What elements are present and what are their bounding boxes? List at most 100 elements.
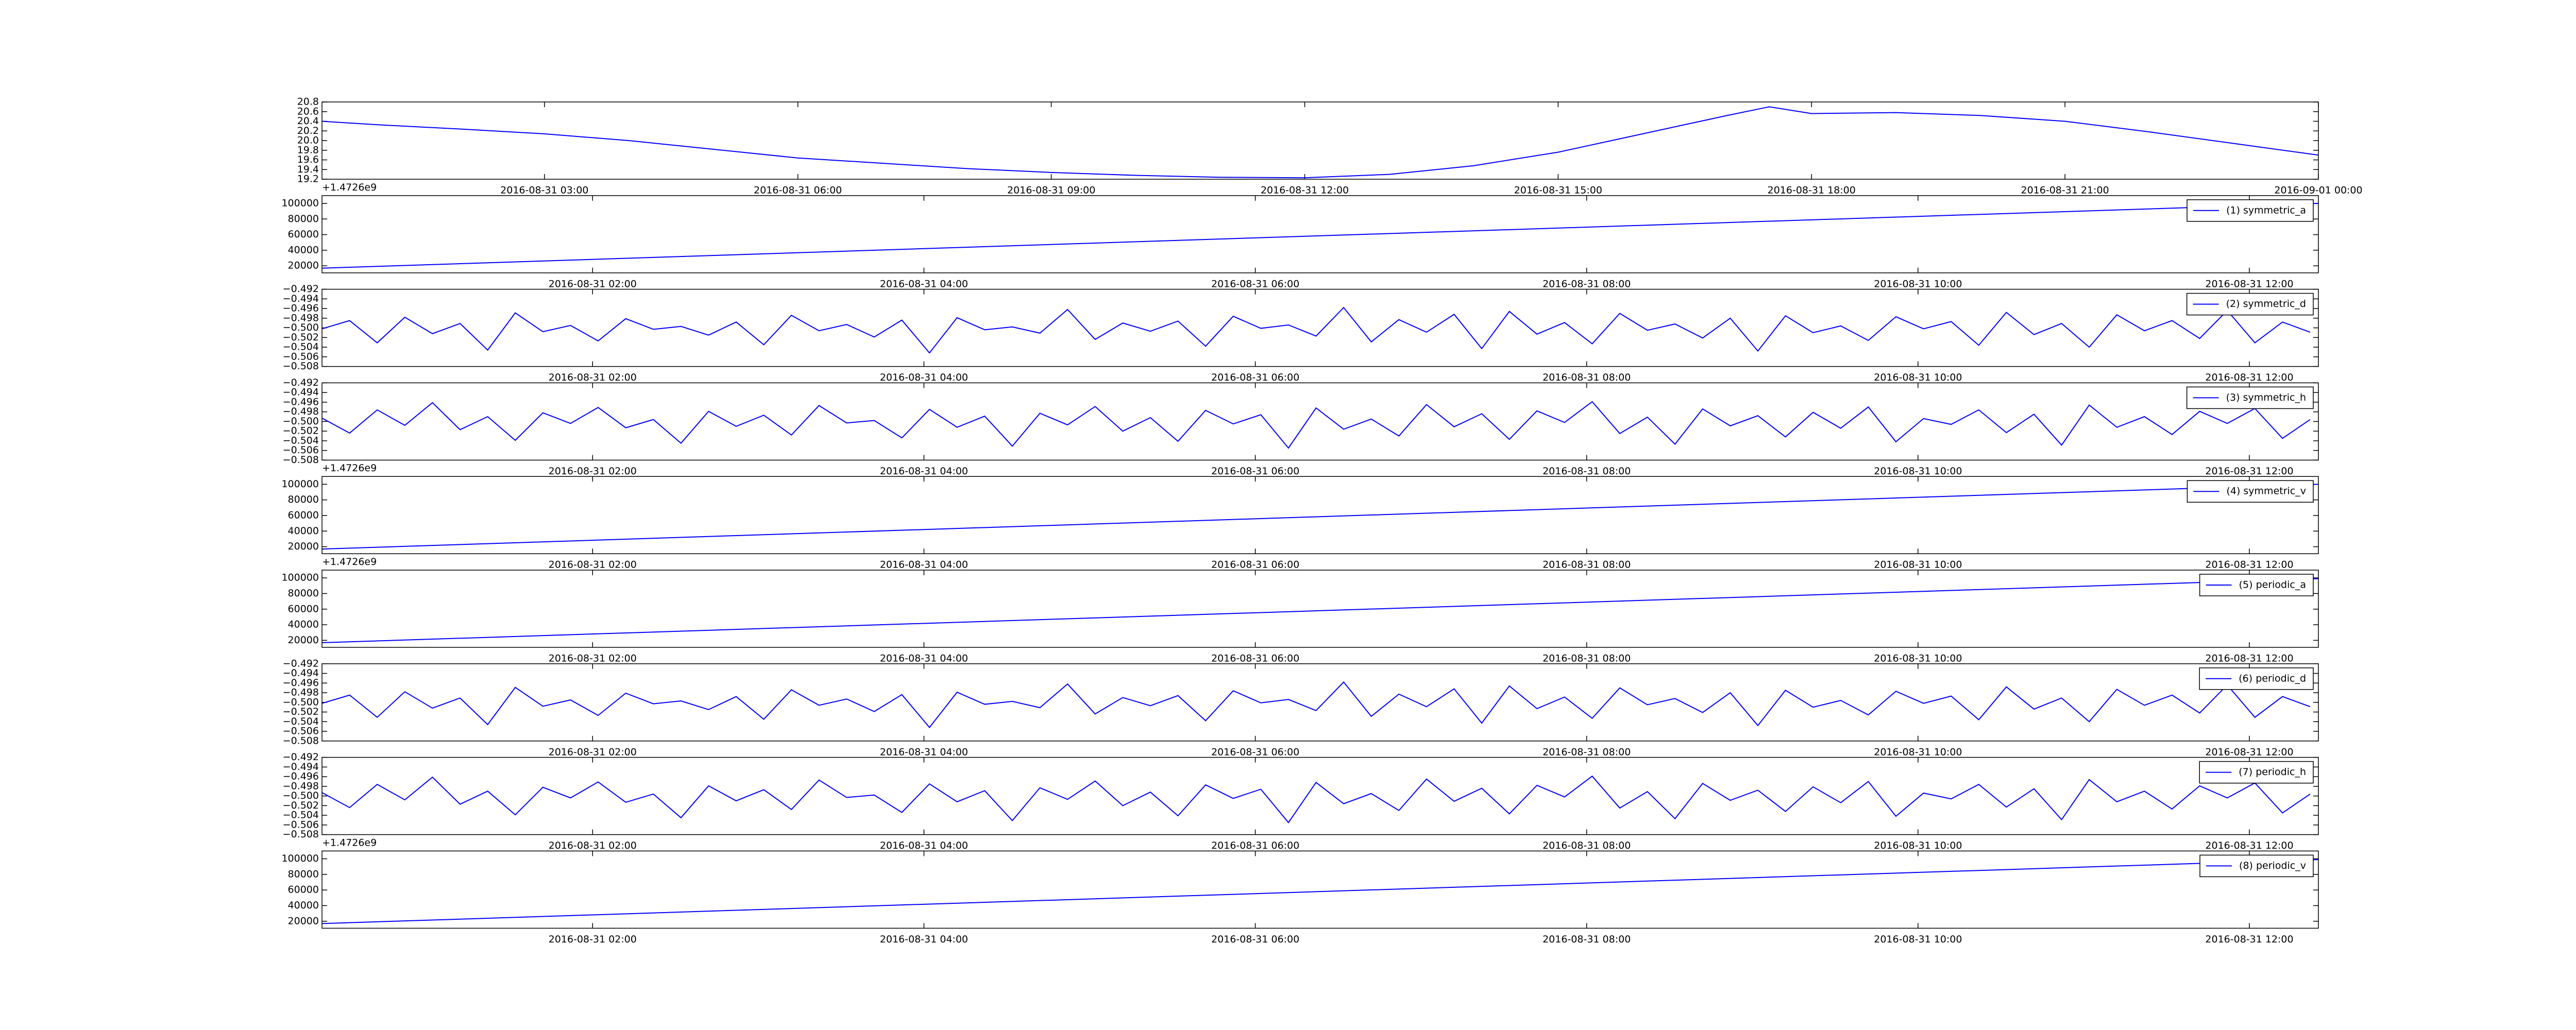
y-tick-label: −0.496: [283, 677, 319, 689]
y-tick-label: 20.6: [297, 106, 319, 117]
y-tick-label: −0.502: [283, 425, 319, 437]
y-tick-label: −0.492: [283, 283, 319, 295]
y-tick-label: 40000: [288, 619, 319, 630]
x-tick-label: 2016-08-31 02:00: [549, 840, 637, 851]
y-tick-label: 60000: [288, 603, 319, 614]
x-tick-label: 2016-08-31 10:00: [1874, 278, 1962, 289]
x-tick-label: 2016-08-31 02:00: [549, 466, 637, 477]
x-tick-label: 2016-08-31 10:00: [1874, 840, 1962, 851]
y-tick-label: −0.496: [283, 771, 319, 782]
y-tick-label: −0.492: [283, 658, 319, 669]
data-line: [322, 859, 2318, 924]
x-tick-label: 2016-08-31 06:00: [1211, 372, 1299, 383]
y-tick-label: 19.6: [297, 154, 319, 165]
y-tick-label: −0.504: [283, 435, 319, 446]
x-tick-label: 2016-08-31 08:00: [1543, 840, 1631, 851]
y-tick-label: 40000: [288, 525, 319, 537]
y-tick-label: −0.496: [283, 303, 319, 314]
legend-box: [2199, 761, 2314, 784]
y-tick-label: 40000: [288, 244, 319, 255]
legend-label: (1) symmetric_a: [2226, 204, 2306, 216]
y-tick-label: −0.508: [283, 735, 319, 746]
x-tick-label: 2016-08-31 04:00: [880, 278, 968, 289]
x-tick-label: 2016-08-31 04:00: [880, 372, 968, 383]
y-tick-label: 100000: [281, 478, 319, 490]
y-tick-label: −0.504: [283, 341, 319, 353]
legend-label: (7) periodic_h: [2239, 766, 2306, 778]
y-tick-label: −0.508: [283, 454, 319, 466]
legend: (2) symmetric_d: [2186, 293, 2314, 316]
y-tick-label: −0.502: [283, 332, 319, 343]
x-tick-label: 2016-08-31 08:00: [1543, 278, 1631, 289]
y-tick-label: 60000: [288, 229, 319, 240]
y-tick-label: 60000: [288, 884, 319, 896]
legend-label: (2) symmetric_d: [2226, 298, 2306, 310]
y-tick-label: 19.4: [297, 164, 319, 175]
x-tick-label: 2016-08-31 12:00: [2205, 372, 2293, 383]
y-tick-label: 19.2: [297, 174, 319, 185]
legend: (3) symmetric_h: [2186, 386, 2314, 409]
axes-frame: [321, 663, 2319, 742]
x-tick-label: 2016-08-31 09:00: [1007, 185, 1095, 196]
y-tick-label: −0.508: [283, 829, 319, 840]
x-tick-label: 2016-08-31 06:00: [1211, 653, 1299, 664]
axes-frame: [321, 570, 2319, 648]
x-tick-label: 2016-08-31 06:00: [1211, 278, 1299, 289]
axes-frame: [321, 382, 2319, 461]
y-tick-label: 19.8: [297, 144, 319, 156]
x-tick-label: 2016-08-31 12:00: [2205, 559, 2293, 571]
legend: (4) symmetric_v: [2187, 480, 2314, 503]
x-tick-label: 2016-08-31 06:00: [1211, 746, 1299, 758]
legend: (7) periodic_h: [2199, 761, 2314, 784]
legend-label: (8) periodic_v: [2239, 860, 2306, 871]
axes-frame: [321, 476, 2319, 554]
x-tick-label: 2016-08-31 10:00: [1874, 934, 1962, 945]
x-tick-label: 2016-08-31 10:00: [1874, 559, 1962, 571]
y-tick-label: 20.8: [297, 96, 319, 108]
y-tick-label: 20.2: [297, 125, 319, 136]
y-tick-label: −0.502: [283, 706, 319, 717]
x-tick-label: 2016-08-31 08:00: [1543, 746, 1631, 758]
legend: (1) symmetric_a: [2187, 199, 2314, 222]
x-tick-label: 2016-08-31 12:00: [2205, 653, 2293, 664]
x-tick-label: 2016-08-31 06:00: [1211, 934, 1299, 945]
y-tick-label: −0.492: [283, 377, 319, 388]
x-tick-label: 2016-08-31 04:00: [880, 559, 968, 571]
y-tick-label: −0.504: [283, 716, 319, 727]
y-tick-label: −0.506: [283, 444, 319, 456]
y-tick-label: −0.508: [283, 360, 319, 372]
y-tick-label: 80000: [288, 868, 319, 880]
y-tick-label: 100000: [281, 197, 319, 209]
axes-frame: [321, 757, 2319, 835]
y-tick-label: 60000: [288, 509, 319, 521]
legend-label: (4) symmetric_v: [2226, 486, 2306, 497]
x-tick-label: 2016-08-31 02:00: [549, 746, 637, 758]
x-tick-label: 2016-08-31 03:00: [500, 185, 588, 196]
y-tick-label: −0.500: [283, 322, 319, 333]
y-tick-label: −0.498: [283, 312, 319, 323]
x-tick-label: 2016-08-31 02:00: [549, 559, 637, 571]
y-tick-label: −0.492: [283, 751, 319, 763]
x-tick-label: 2016-08-31 04:00: [880, 746, 968, 758]
offset-label: +1.4726e9: [322, 182, 377, 193]
y-tick-label: −0.500: [283, 416, 319, 427]
x-tick-label: 2016-08-31 12:00: [2205, 466, 2293, 477]
legend-label: (3) symmetric_h: [2226, 392, 2306, 403]
y-tick-label: 80000: [288, 494, 319, 505]
y-tick-label: −0.506: [283, 819, 319, 830]
axes-frame: [321, 850, 2319, 929]
y-tick-label: 40000: [288, 900, 319, 911]
x-tick-label: 2016-08-31 08:00: [1543, 653, 1631, 664]
x-tick-label: 2016-08-31 06:00: [1211, 559, 1299, 571]
y-tick-label: −0.498: [283, 780, 319, 792]
y-tick-label: 80000: [288, 213, 319, 225]
axes-frame: [321, 288, 2319, 367]
x-tick-label: 2016-08-31 18:00: [1768, 185, 1856, 196]
y-tick-label: −0.494: [283, 293, 319, 304]
offset-label: +1.4726e9: [322, 462, 377, 474]
data-line: [322, 401, 2311, 449]
legend-label: (6) periodic_d: [2239, 673, 2306, 684]
x-tick-label: 2016-08-31 10:00: [1874, 746, 1962, 758]
x-tick-label: 2016-08-31 12:00: [2205, 934, 2293, 945]
